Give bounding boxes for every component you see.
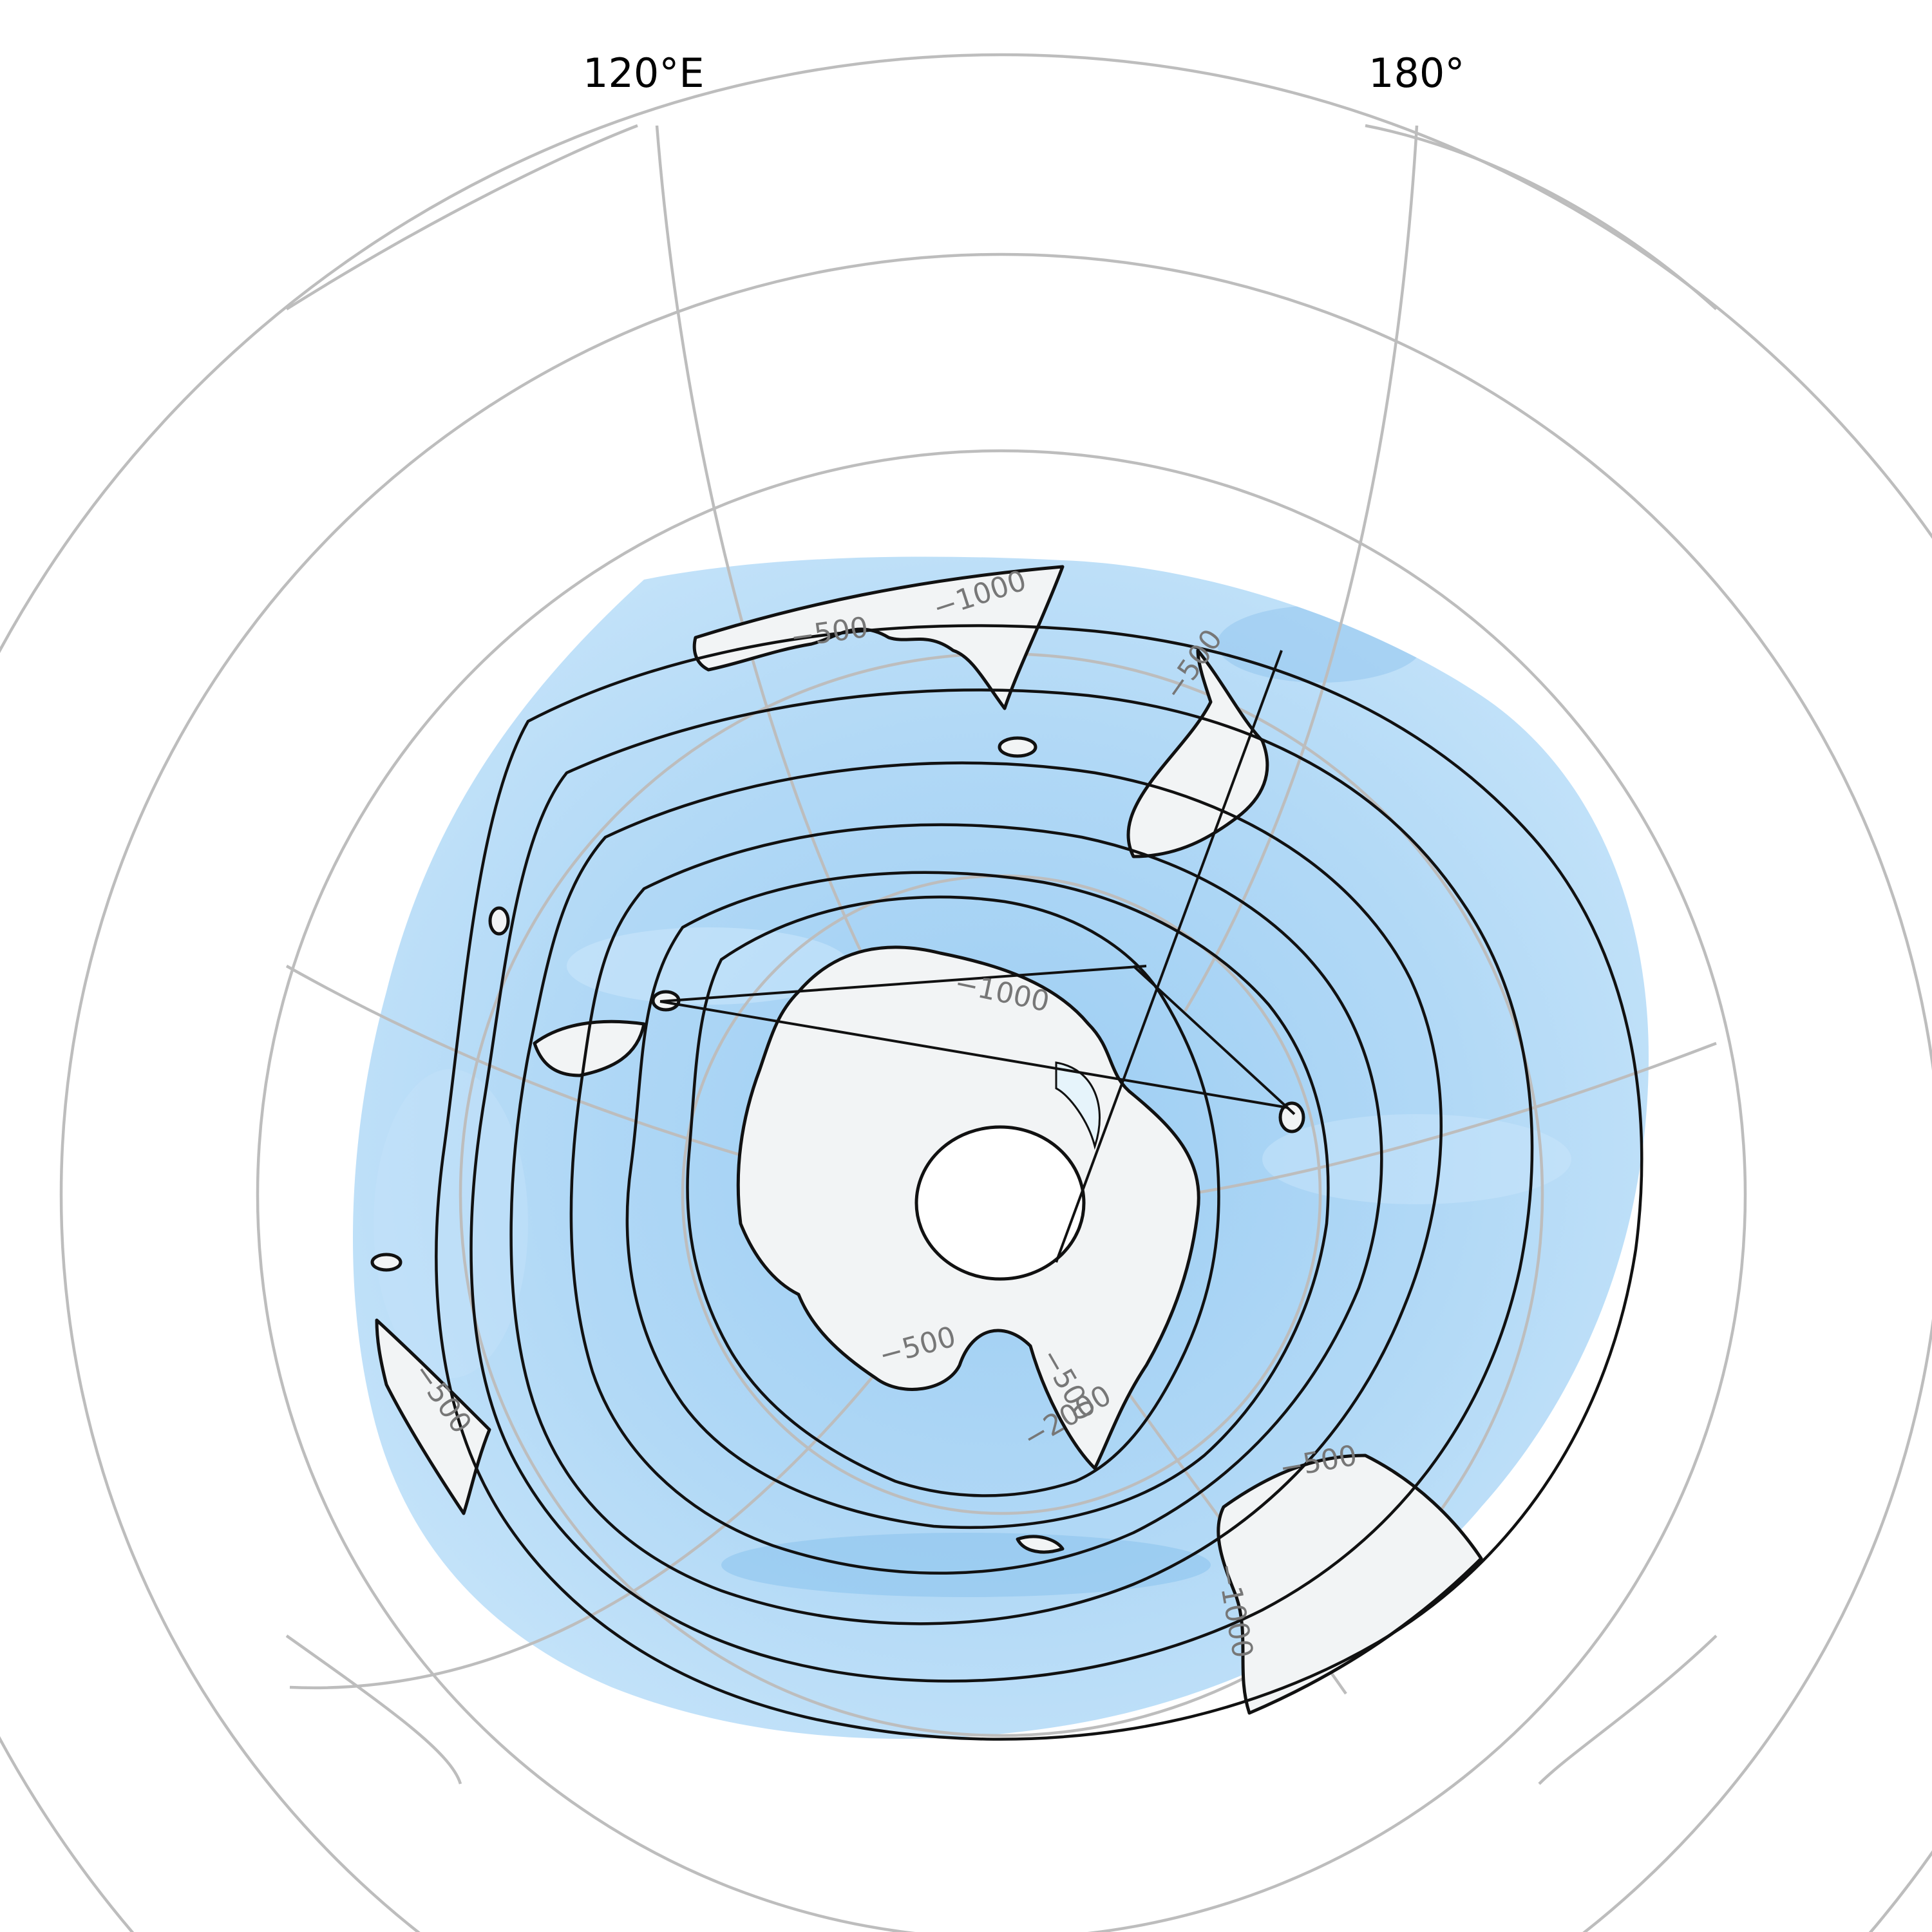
longitude-label-180: 180°: [1368, 50, 1464, 97]
longitude-label-120e: 120°E: [583, 50, 705, 97]
ocean-texture: [374, 605, 1571, 1597]
pole-hole: [914, 1125, 1086, 1281]
australia-landmass: [692, 565, 1065, 710]
graticule-outer-arcs: [285, 1634, 1718, 1785]
africa-landmass: [375, 1318, 491, 1515]
bathymetry-contours: [435, 624, 1643, 1741]
ice-shelf: [1055, 1061, 1101, 1150]
